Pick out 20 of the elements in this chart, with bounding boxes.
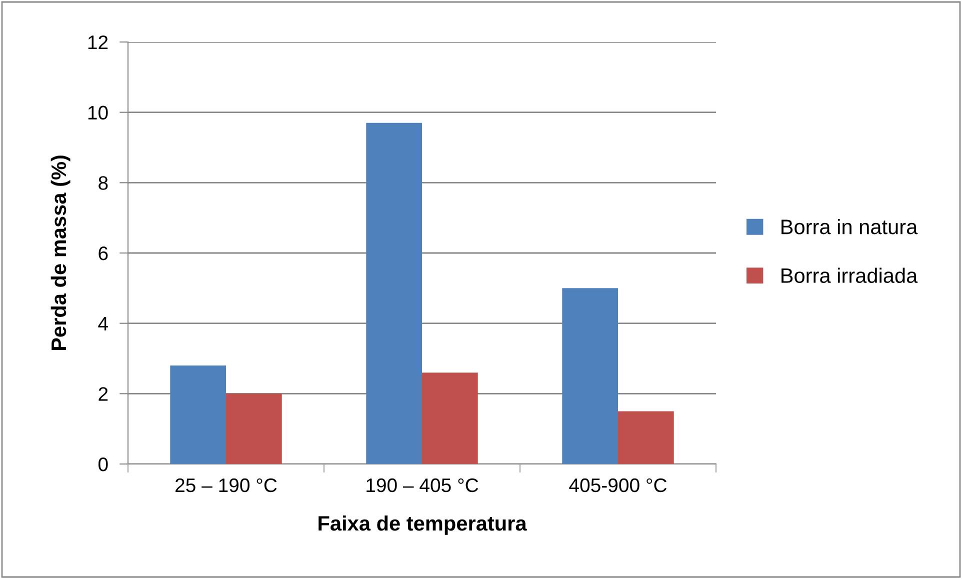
bar (366, 122, 422, 464)
bar (170, 366, 226, 464)
y-tick-label: 0 (98, 457, 108, 472)
bar (562, 288, 618, 464)
legend-label: Borra in natura (782, 218, 918, 234)
legend-label: Borra irradiada (782, 268, 918, 283)
x-axis-title: Faixa de temperatura (318, 515, 527, 535)
y-tick-label: 8 (98, 176, 108, 190)
y-tick-label: 2 (98, 387, 108, 401)
y-tick-label: 4 (98, 317, 108, 330)
bar (422, 372, 478, 464)
bar (618, 411, 674, 464)
y-tick-label: 10 (88, 106, 108, 120)
x-tick-label: 405-900 °C (569, 478, 667, 492)
x-tick-label: 25 – 190 °C (176, 478, 277, 492)
y-tick-label: 12 (88, 35, 108, 50)
y-axis-title: Perda de massa (%) (50, 156, 70, 350)
bar (226, 394, 282, 464)
x-tick-label: 190 – 405 °C (366, 478, 478, 492)
y-tick-label: 6 (98, 246, 108, 260)
